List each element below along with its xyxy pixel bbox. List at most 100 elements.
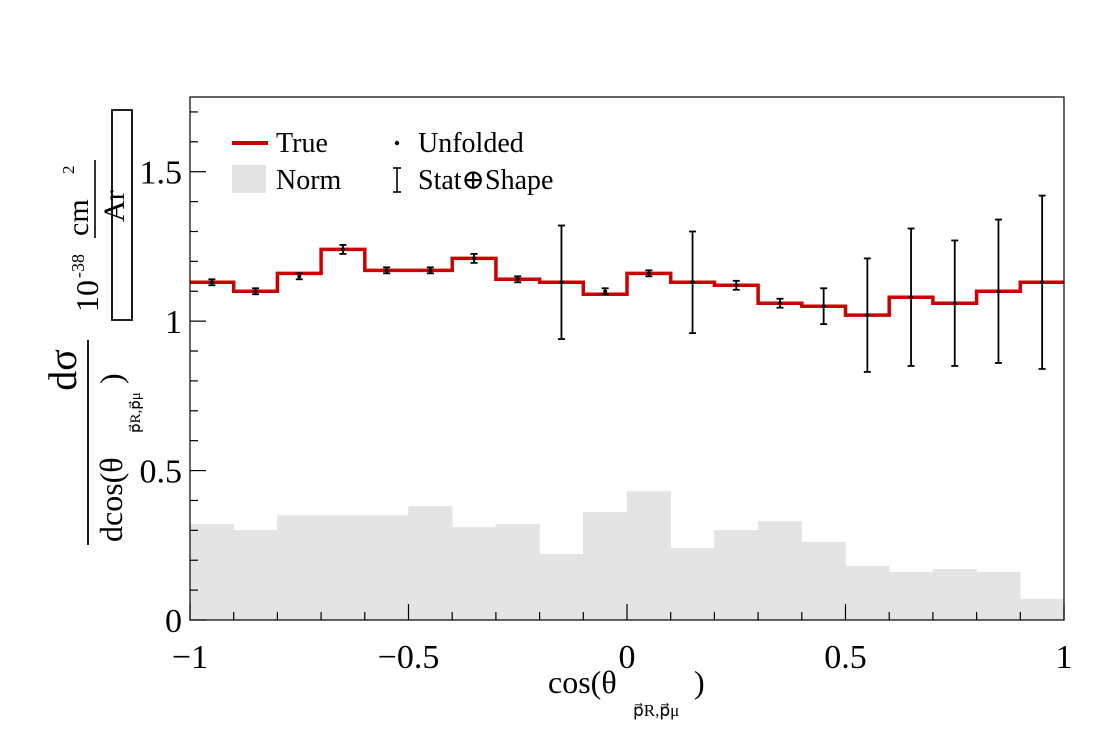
unfolded-marker: [865, 313, 870, 318]
unfolded-marker: [909, 295, 914, 300]
true-step-path: [190, 247, 1064, 317]
unfolded-marker: [559, 280, 564, 285]
norm-bar: [932, 568, 977, 621]
unfolded-point: [470, 252, 478, 264]
y-axis-title: dσ dcos(θ p⃗R,p⃗μ ) 10 -38 cm 2 Ar: [40, 109, 144, 545]
unfolded-marker: [952, 301, 957, 306]
y-axis-title-denominator-sub: p⃗R,p⃗μ: [128, 392, 144, 433]
legend-error-bar-marker: [393, 167, 401, 193]
norm-bar: [189, 524, 234, 621]
x-tick-label: 1: [1056, 639, 1073, 676]
unfolded-point: [994, 218, 1002, 364]
x-tick-label: 0: [619, 639, 636, 676]
norm-bar: [714, 530, 759, 621]
unfolded-point: [208, 278, 216, 287]
norm-bar: [320, 515, 366, 621]
unfolded-point: [820, 287, 828, 326]
norm-bar: [976, 571, 1021, 621]
unfolded-point: [732, 279, 740, 291]
x-axis-title: cos(θ p⃗R,p⃗μ ): [548, 664, 705, 720]
unfolded-point: [557, 224, 565, 340]
norm-bar: [408, 506, 453, 621]
norm-bar: [495, 524, 540, 621]
unfolded-marker: [734, 283, 739, 288]
legend-unfolded-label: Unfolded: [418, 128, 524, 159]
unfolded-marker: [515, 277, 520, 282]
y-tick-label: 0: [165, 603, 182, 640]
norm-bar: [1020, 598, 1065, 621]
unfolded-point: [514, 275, 522, 284]
unfolded-point: [776, 297, 784, 309]
norm-bar: [888, 571, 934, 621]
legend-norm-swatch: [232, 165, 266, 193]
legend-norm-label: Norm: [276, 165, 342, 196]
unfolded-marker: [253, 289, 258, 294]
legend-true-label: True: [276, 128, 328, 159]
legend-unfolded-marker: [394, 140, 400, 146]
x-tick-label: 0.5: [824, 639, 867, 676]
legend: True Norm Unfolded Stat⊕Shape: [232, 128, 553, 196]
norm-bar: [670, 548, 715, 621]
y-units-denominator: Ar: [98, 190, 131, 222]
unfolded-point: [645, 269, 653, 278]
unfolded-point: [252, 287, 260, 296]
y-units-bracket-right: [122, 109, 133, 321]
y-tick-label: 1.5: [140, 155, 183, 192]
unfolded-point: [863, 257, 871, 373]
y-axis-title-denominator-close: ): [93, 373, 129, 384]
unfolded-marker: [996, 289, 1001, 294]
legend-stat-label: Stat⊕Shape: [418, 165, 553, 196]
x-axis-title-subscript: p⃗R,p⃗μ: [633, 701, 679, 720]
unfolded-marker: [297, 274, 302, 279]
unfolded-point: [426, 266, 434, 275]
true-step-line: [190, 247, 1064, 317]
unfolded-marker: [209, 280, 214, 285]
unfolded-marker: [1040, 280, 1045, 285]
unfolded-point: [689, 230, 697, 334]
unfolded-error-bars: [208, 194, 1046, 373]
unfolded-point: [601, 287, 609, 296]
norm-bar: [757, 521, 803, 621]
y-units-numerator-exponent: 2: [59, 166, 78, 175]
norm-bar: [277, 515, 322, 621]
unfolded-marker: [777, 301, 782, 306]
unfolded-marker: [428, 268, 433, 273]
unfolded-point: [951, 239, 959, 367]
norm-bar: [451, 527, 497, 621]
y-units-exponent: -38: [68, 254, 88, 278]
norm-bar: [626, 491, 671, 621]
y-units-numerator: cm: [62, 199, 95, 236]
y-axis-title-denominator: dcos(θ: [93, 457, 129, 542]
norm-bar: [233, 530, 278, 621]
norm-bar: [583, 512, 628, 621]
y-units-bracket-left: [111, 109, 122, 321]
norm-bar: [364, 515, 409, 621]
unfolded-marker: [821, 304, 826, 309]
unfolded-marker: [472, 256, 477, 261]
x-tick-label: −0.5: [378, 639, 440, 676]
y-tick-label: 0.5: [140, 454, 183, 491]
unfolded-marker: [384, 268, 389, 273]
x-axis-title-close: ): [694, 664, 705, 700]
norm-bar: [539, 554, 584, 621]
x-tick-label: −1: [172, 639, 208, 676]
unfolded-marker: [690, 280, 695, 285]
x-axis-title-main: cos(θ: [548, 664, 617, 700]
axis-ticks: [189, 111, 1065, 621]
norm-bar: [801, 542, 846, 621]
norm-bar: [845, 565, 890, 621]
unfolded-marker: [340, 247, 345, 252]
unfolded-point: [1038, 194, 1046, 370]
unfolded-point: [907, 227, 915, 367]
norm-histogram: [189, 491, 1065, 621]
unfolded-point: [339, 244, 347, 255]
y-units-prefix: 10: [69, 280, 105, 312]
unfolded-point: [295, 272, 303, 281]
y-axis-title-numerator: dσ: [40, 349, 85, 391]
unfolded-point: [383, 266, 391, 275]
tick-labels: −1 −0.5 0 0.5 1 0 0.5 1 1.5: [140, 155, 1073, 676]
y-tick-label: 1: [165, 304, 182, 341]
unfolded-marker: [646, 271, 651, 276]
